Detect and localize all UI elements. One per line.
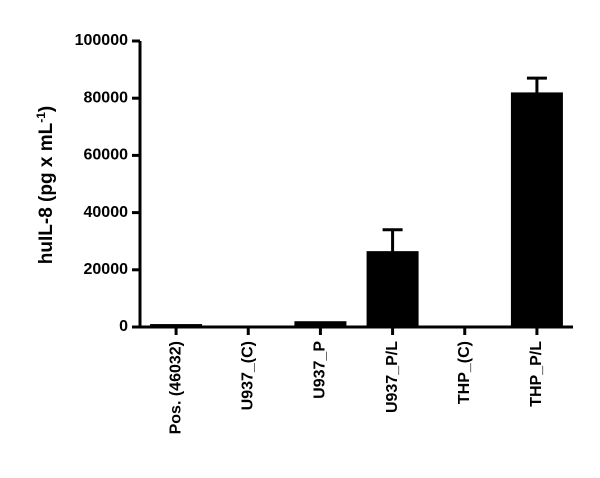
y-label-text: huIL-8 (pg x mL: [36, 122, 57, 264]
x-tick-label: Pos. (46032): [167, 341, 184, 434]
bar: [510, 92, 563, 327]
y-tick-label: 80000: [84, 89, 129, 106]
y-tick-label: 40000: [84, 204, 129, 221]
y-tick-label: 100000: [75, 32, 128, 49]
bar: [294, 321, 347, 327]
x-tick-label: U937_P/L: [384, 341, 401, 413]
y-tick-label: 20000: [84, 261, 129, 278]
y-label-suffix: ): [36, 106, 57, 112]
bar: [222, 325, 275, 327]
y-axis-label: huIL-8 (pg x mL-1): [34, 106, 57, 264]
x-tick-label: U937_P: [312, 341, 329, 399]
y-tick-label: 60000: [84, 147, 129, 164]
x-tick-label: THP_(C): [456, 341, 473, 404]
y-label-superscript: -1: [34, 112, 48, 123]
bar: [438, 325, 491, 327]
y-tick-label: 0: [119, 318, 128, 335]
x-tick-label: U937_(C): [239, 341, 256, 410]
x-tick-label: THP_P/L: [528, 341, 545, 407]
bar: [150, 324, 203, 327]
bar: [366, 251, 419, 327]
